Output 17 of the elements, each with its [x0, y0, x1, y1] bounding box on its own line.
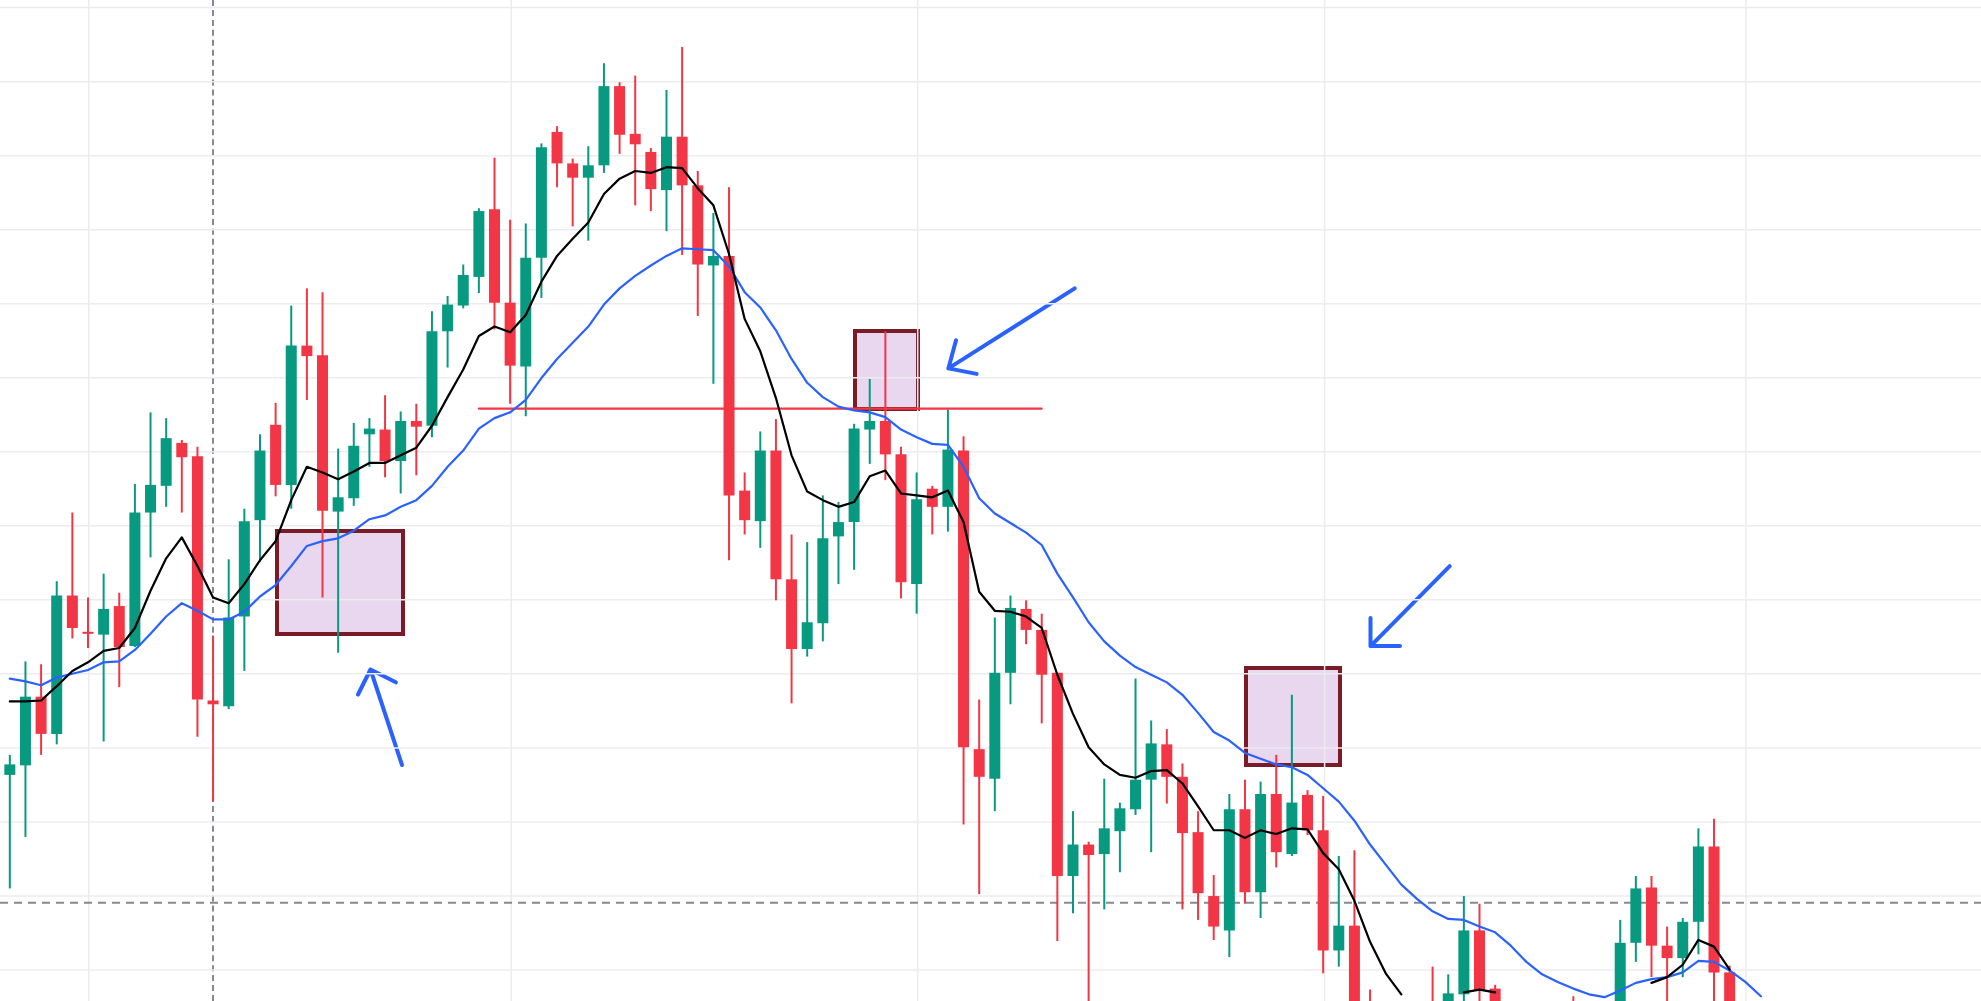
candlestick — [82, 596, 94, 650]
candlestick — [629, 74, 641, 207]
candlestick — [176, 439, 188, 514]
candlestick — [582, 145, 594, 242]
candlestick — [332, 447, 344, 654]
candlestick — [410, 402, 422, 477]
candlestick — [4, 753, 16, 890]
candlestick — [864, 377, 876, 465]
candlestick — [301, 287, 313, 401]
candlestick — [207, 634, 219, 803]
candlestick — [707, 212, 719, 385]
candlestick — [1661, 925, 1673, 1001]
candlestick — [1114, 801, 1126, 874]
candlestick — [1442, 973, 1454, 1001]
candlestick — [567, 157, 579, 228]
candlestick — [1083, 840, 1095, 1001]
candlestick — [832, 501, 844, 586]
